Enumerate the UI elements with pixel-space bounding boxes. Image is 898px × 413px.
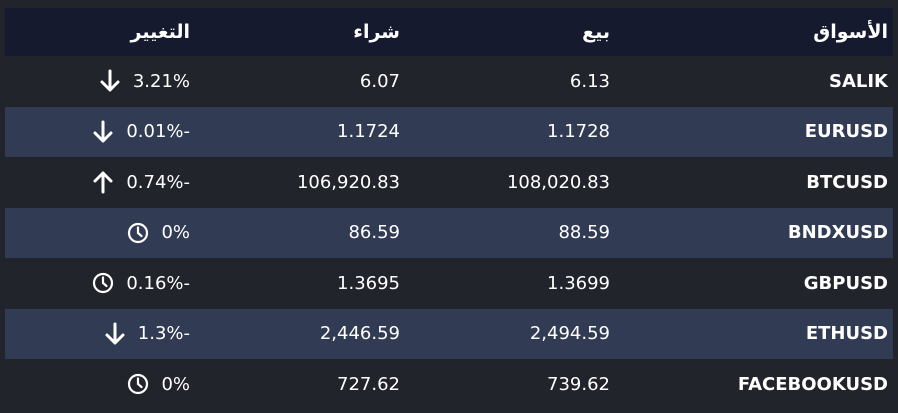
change-value: 0.16%-: [126, 272, 190, 294]
arrow-down-icon: [92, 120, 114, 144]
sell-price: 1.1728: [547, 121, 610, 143]
sell-price: 108,020.83: [506, 171, 610, 193]
market-name: BNDXUSD: [787, 222, 888, 244]
table-row[interactable]: BTCUSD 108,020.83 106,920.83 0.74%-: [5, 157, 893, 208]
change-value: 0%: [161, 222, 190, 244]
table-row[interactable]: SALIK 6.13 6.07 3.21%: [5, 56, 893, 107]
arrow-down-icon: [104, 322, 126, 346]
clock-icon: [127, 221, 149, 245]
buy-price: 1.3695: [337, 272, 400, 294]
change-cell: 3.21%: [99, 56, 190, 107]
header-market: الأسواق: [813, 21, 888, 43]
arrow-down-icon: [99, 69, 121, 93]
clock-icon: [127, 372, 149, 396]
buy-price: 6.07: [359, 70, 400, 92]
table-row[interactable]: BNDXUSD 88.59 86.59 0%: [5, 207, 893, 259]
header-buy: شراء: [353, 21, 400, 43]
table-row[interactable]: ETHUSD 2,494.59 2,446.59 1.3%-: [5, 308, 893, 360]
market-name: GBPUSD: [803, 272, 888, 294]
table-header: الأسواق بيع شراء التغيير: [5, 8, 893, 56]
buy-price: 106,920.83: [296, 171, 400, 193]
table-row[interactable]: EURUSD 1.1728 1.1724 0.01%-: [5, 106, 893, 158]
change-cell: 0%: [127, 359, 190, 410]
change-cell: 0%: [127, 208, 190, 259]
change-value: 0.74%-: [126, 171, 190, 193]
sell-price: 739.62: [547, 373, 610, 395]
markets-table: الأسواق بيع شراء التغيير SALIK 6.13 6.07 3.…: [5, 8, 893, 410]
sell-price: 6.13: [569, 70, 610, 92]
sell-price: 1.3699: [547, 272, 610, 294]
change-value: 1.3%-: [137, 323, 190, 345]
buy-price: 727.62: [337, 373, 400, 395]
change-cell: 0.01%-: [92, 107, 190, 158]
change-cell: 0.16%-: [92, 258, 190, 309]
buy-price: 86.59: [348, 222, 400, 244]
clock-icon: [92, 271, 114, 295]
change-cell: 1.3%-: [104, 309, 190, 360]
change-value: 0%: [161, 373, 190, 395]
market-name: FACEBOOKUSD: [737, 373, 888, 395]
header-change: التغيير: [130, 21, 190, 43]
sell-price: 88.59: [558, 222, 610, 244]
arrow-up-icon: [92, 170, 114, 194]
market-name: BTCUSD: [806, 171, 888, 193]
header-sell: بيع: [582, 21, 610, 43]
change-cell: 0.74%-: [92, 157, 190, 208]
buy-price: 1.1724: [337, 121, 400, 143]
market-name: ETHUSD: [805, 323, 888, 345]
buy-price: 2,446.59: [319, 323, 400, 345]
table-row[interactable]: GBPUSD 1.3699 1.3695 0.16%-: [5, 258, 893, 309]
change-value: 3.21%: [132, 70, 190, 92]
market-name: SALIK: [828, 70, 888, 92]
table-row[interactable]: FACEBOOKUSD 739.62 727.62 0%: [5, 359, 893, 410]
market-name: EURUSD: [804, 121, 888, 143]
change-value: 0.01%-: [126, 121, 190, 143]
sell-price: 2,494.59: [529, 323, 610, 345]
